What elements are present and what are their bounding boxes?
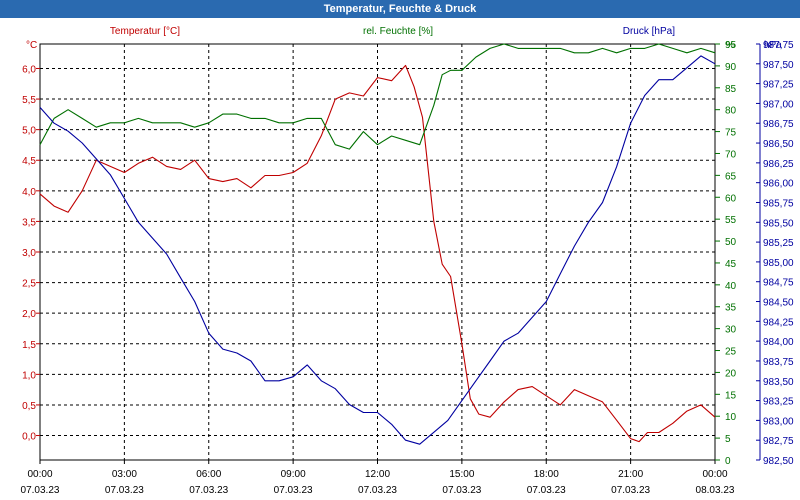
x-tick-label-time: 00:00 bbox=[27, 469, 52, 480]
humidity-series-line bbox=[39, 43, 716, 150]
x-tick-label-date: 07.03.23 bbox=[274, 485, 313, 496]
x-tick-label-time: 09:00 bbox=[281, 469, 306, 480]
pressure-tick-label: 986,75 bbox=[763, 119, 794, 130]
humidity-tick-label: 40 bbox=[725, 281, 737, 292]
temperature-tick-label: 6,0 bbox=[22, 64, 36, 75]
temperature-tick-label: 1,5 bbox=[22, 340, 36, 351]
pressure-unit-label: hPa bbox=[764, 40, 782, 51]
x-tick-label-date: 07.03.23 bbox=[527, 485, 566, 496]
temperature-tick-label: 3,0 bbox=[22, 248, 36, 259]
temperature-unit-label: °C bbox=[26, 40, 37, 51]
humidity-tick-label: 65 bbox=[725, 171, 737, 182]
pressure-tick-label: 985,25 bbox=[763, 238, 794, 249]
pressure-tick-label: 982,50 bbox=[763, 456, 794, 467]
x-tick-label-date: 07.03.23 bbox=[189, 485, 228, 496]
pressure-tick-label: 986,00 bbox=[763, 179, 794, 190]
pressure-tick-label: 987,50 bbox=[763, 60, 794, 71]
x-tick-label-time: 00:00 bbox=[702, 469, 727, 480]
temperature-tick-label: 3,5 bbox=[22, 217, 36, 228]
humidity-tick-label: 45 bbox=[725, 259, 737, 270]
pressure-tick-label: 987,25 bbox=[763, 80, 794, 91]
temperature-axis-title: Temperatur [°C] bbox=[110, 26, 180, 37]
series-lines bbox=[39, 43, 716, 445]
pressure-tick-label: 983,50 bbox=[763, 377, 794, 388]
pressure-tick-label: 986,25 bbox=[763, 159, 794, 170]
axes: 00:00 07.03.23 03:00 07.03.23 06:00 07.03.23 0… bbox=[21, 40, 794, 496]
humidity-tick-label: 35 bbox=[725, 303, 737, 314]
temperature-tick-label: 0,0 bbox=[22, 432, 36, 443]
humidity-tick-label: 55 bbox=[725, 215, 737, 226]
humidity-tick-label: 75 bbox=[725, 128, 737, 139]
x-tick-label-time: 21:00 bbox=[618, 469, 643, 480]
pressure-tick-label: 983,75 bbox=[763, 357, 794, 368]
pressure-tick-label: 983,25 bbox=[763, 397, 794, 408]
x-tick-label-date: 07.03.23 bbox=[21, 485, 60, 496]
pressure-axis-title: Druck [hPa] bbox=[623, 26, 675, 37]
humidity-tick-label: 30 bbox=[725, 325, 737, 336]
humidity-unit-label: % bbox=[726, 40, 735, 51]
x-tick-label-time: 03:00 bbox=[112, 469, 137, 480]
pressure-tick-label: 987,75 bbox=[763, 40, 794, 51]
pressure-tick-label: 985,50 bbox=[763, 218, 794, 229]
humidity-tick-label: 20 bbox=[725, 368, 737, 379]
chart-title: Temperatur, Feuchte & Druck bbox=[0, 0, 800, 18]
temperature-tick-label: 4,0 bbox=[22, 187, 36, 198]
humidity-tick-label: 50 bbox=[725, 237, 737, 248]
humidity-tick-label: 25 bbox=[725, 347, 737, 358]
temperature-tick-label: 2,0 bbox=[22, 309, 36, 320]
humidity-tick-label: 80 bbox=[725, 106, 737, 117]
humidity-tick-label: 0 bbox=[725, 456, 731, 467]
temperature-tick-label: 1,0 bbox=[22, 370, 36, 381]
x-tick-label-date: 07.03.23 bbox=[105, 485, 144, 496]
pressure-tick-label: 987,00 bbox=[763, 99, 794, 110]
pressure-tick-label: 985,00 bbox=[763, 258, 794, 269]
humidity-tick-label: 10 bbox=[725, 412, 737, 423]
pressure-tick-label: 984,75 bbox=[763, 278, 794, 289]
temperature-series-line bbox=[39, 64, 716, 443]
humidity-axis-title: rel. Feuchte [%] bbox=[363, 26, 433, 37]
pressure-series-line bbox=[39, 55, 716, 445]
x-tick-label-time: 18:00 bbox=[534, 469, 559, 480]
humidity-tick-label: 15 bbox=[725, 390, 737, 401]
humidity-tick-label: 95 bbox=[725, 40, 737, 51]
humidity-tick-label: 60 bbox=[725, 193, 737, 204]
pressure-tick-label: 984,00 bbox=[763, 337, 794, 348]
temperature-tick-label: 0,5 bbox=[22, 401, 36, 412]
x-tick-label-time: 12:00 bbox=[365, 469, 390, 480]
humidity-tick-label: 70 bbox=[725, 149, 737, 160]
temperature-tick-label: 5,5 bbox=[22, 95, 36, 106]
temperature-tick-label: 4,5 bbox=[22, 156, 36, 167]
x-tick-label-date: 08.03.23 bbox=[696, 485, 735, 496]
temperature-tick-label: 5,0 bbox=[22, 126, 36, 137]
pressure-tick-label: 983,00 bbox=[763, 416, 794, 427]
grid-lines bbox=[40, 44, 715, 460]
humidity-tick-label: 85 bbox=[725, 84, 737, 95]
pressure-tick-label: 982,75 bbox=[763, 436, 794, 447]
x-tick-label-date: 07.03.23 bbox=[442, 485, 481, 496]
x-tick-label-date: 07.03.23 bbox=[611, 485, 650, 496]
x-tick-label-time: 06:00 bbox=[196, 469, 221, 480]
pressure-tick-label: 984,25 bbox=[763, 317, 794, 328]
humidity-tick-label: 90 bbox=[725, 62, 737, 73]
humidity-tick-label: 5 bbox=[725, 434, 731, 445]
temperature-tick-label: 2,5 bbox=[22, 279, 36, 290]
pressure-tick-label: 986,50 bbox=[763, 139, 794, 150]
pressure-tick-label: 985,75 bbox=[763, 198, 794, 209]
x-tick-label-time: 15:00 bbox=[449, 469, 474, 480]
x-tick-label-date: 07.03.23 bbox=[358, 485, 397, 496]
pressure-tick-label: 984,50 bbox=[763, 298, 794, 309]
